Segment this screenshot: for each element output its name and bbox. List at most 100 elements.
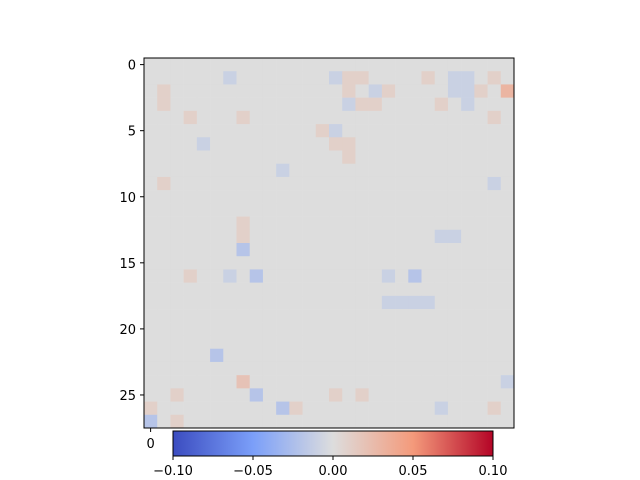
heatmap-cell [461, 58, 475, 72]
heatmap-cell [196, 150, 211, 165]
heatmap-cell [262, 269, 277, 283]
heatmap-cell [223, 243, 237, 257]
heatmap-cell [289, 84, 303, 98]
heatmap-cell [342, 335, 356, 350]
heatmap-cell [461, 163, 475, 178]
heatmap-cell [447, 269, 462, 283]
heatmap-cell [262, 150, 277, 165]
heatmap-cell [236, 243, 251, 257]
heatmap-cell [157, 414, 171, 429]
heatmap-cell [395, 243, 409, 257]
heatmap-cell [144, 295, 158, 310]
heatmap-cell [381, 203, 396, 217]
heatmap-cell [276, 388, 290, 402]
heatmap-cell [329, 110, 343, 125]
heatmap-cell [329, 256, 343, 270]
heatmap-cell [157, 269, 171, 283]
heatmap-cell [355, 216, 369, 231]
heatmap-cell [210, 256, 224, 270]
heatmap-cell [447, 243, 462, 257]
heatmap-cell [170, 110, 184, 125]
heatmap-cell [302, 322, 317, 336]
heatmap-cell [500, 282, 515, 297]
heatmap-cell [223, 124, 237, 138]
heatmap-cell [157, 335, 171, 350]
heatmap-cell [421, 229, 436, 244]
heatmap-cell [289, 71, 303, 85]
heatmap-cell [487, 375, 502, 389]
heatmap-cell [500, 163, 515, 178]
heatmap-cell [302, 243, 317, 257]
heatmap-cell [157, 401, 171, 416]
heatmap-cell [144, 124, 158, 138]
heatmap-cell [329, 97, 343, 112]
heatmap-cell [329, 124, 343, 138]
heatmap-cell [289, 414, 303, 429]
heatmap-cell [157, 58, 171, 72]
heatmap-cell [342, 295, 356, 310]
heatmap-cell [249, 361, 264, 376]
heatmap-cell [434, 137, 449, 151]
heatmap-cell [196, 124, 211, 138]
heatmap-cell [368, 375, 383, 389]
heatmap-cell [170, 124, 184, 138]
heatmap-cell [315, 229, 330, 244]
heatmap-cell [276, 71, 290, 85]
heatmap-cell [408, 97, 422, 112]
heatmap-cell [395, 335, 409, 350]
heatmap-cell [157, 176, 171, 191]
heatmap-cell [157, 282, 171, 297]
heatmap-cell [474, 150, 488, 165]
heatmap-cell [157, 97, 171, 112]
heatmap-cell [144, 58, 158, 72]
heatmap-cell [236, 203, 251, 217]
heatmap-cell [170, 375, 184, 389]
heatmap-cell [342, 58, 356, 72]
heatmap-cell [315, 401, 330, 416]
heatmap-cell [170, 150, 184, 165]
heatmap-cell [368, 335, 383, 350]
heatmap-cell [170, 414, 184, 429]
heatmap-cell [461, 71, 475, 85]
heatmap-cell [262, 348, 277, 363]
heatmap-cell [434, 124, 449, 138]
heatmap-cell [302, 335, 317, 350]
y-tick-label: 15 [119, 257, 136, 272]
heatmap-cell [461, 229, 475, 244]
heatmap-cell [461, 295, 475, 310]
heatmap-cell [144, 348, 158, 363]
heatmap-cell [474, 203, 488, 217]
heatmap-cell [289, 256, 303, 270]
heatmap-cell [289, 216, 303, 231]
heatmap-cell [329, 58, 343, 72]
heatmap-cell [474, 335, 488, 350]
heatmap-cell [210, 137, 224, 151]
heatmap-cell [342, 256, 356, 270]
heatmap-cell [276, 176, 290, 191]
heatmap-cell [170, 388, 184, 402]
heatmap-cell [183, 243, 198, 257]
heatmap-cell [421, 348, 436, 363]
heatmap-cell [434, 269, 449, 283]
heatmap-cell [500, 322, 515, 336]
heatmap-cell [342, 216, 356, 231]
heatmap-cell [183, 401, 198, 416]
heatmap-cell [210, 110, 224, 125]
heatmap-cell [381, 137, 396, 151]
heatmap-cell [236, 71, 251, 85]
heatmap-cell [461, 176, 475, 191]
heatmap-cell [170, 269, 184, 283]
heatmap-cell [223, 229, 237, 244]
heatmap-cell [368, 203, 383, 217]
heatmap-cell [276, 163, 290, 178]
heatmap-cell [196, 309, 211, 323]
heatmap-cell [474, 137, 488, 151]
heatmap-cell [329, 216, 343, 231]
heatmap-cell [355, 58, 369, 72]
heatmap-cell [381, 176, 396, 191]
heatmap-cell [474, 388, 488, 402]
heatmap-cell [210, 335, 224, 350]
heatmap-cell [355, 269, 369, 283]
heatmap-cell [447, 256, 462, 270]
heatmap-cell [262, 97, 277, 112]
